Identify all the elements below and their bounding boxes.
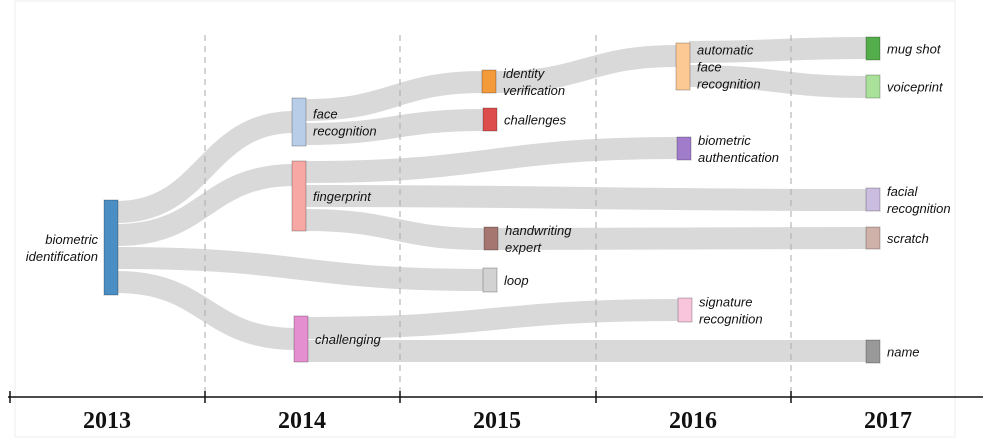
node [291, 97, 307, 147]
node [865, 187, 881, 212]
node [865, 226, 881, 250]
link [304, 71, 485, 121]
link [116, 271, 297, 350]
node [865, 36, 881, 61]
node-label: recognition [887, 201, 951, 216]
node-label: challenging [315, 332, 382, 347]
node-label: identity [503, 66, 546, 81]
node [482, 107, 498, 132]
node [482, 267, 498, 293]
node-label: expert [505, 240, 543, 255]
year-label: 2016 [669, 408, 717, 434]
node [103, 199, 119, 296]
node-label: fingerprint [313, 189, 372, 204]
link [304, 209, 487, 250]
year-label: 2017 [864, 408, 912, 434]
node-label: signature [699, 295, 752, 310]
node-label: biometric [45, 232, 98, 247]
node-label: face [697, 60, 722, 75]
node-label: challenges [504, 113, 567, 128]
node [677, 297, 693, 323]
link [304, 109, 486, 145]
link [688, 37, 869, 63]
node-label: face [313, 107, 338, 122]
node [481, 69, 497, 94]
node [483, 226, 499, 251]
node-label: biometric [698, 133, 751, 148]
node-label: automatic [697, 43, 754, 58]
node [291, 160, 307, 232]
node-label: recognition [699, 312, 763, 327]
node-label: loop [504, 273, 529, 288]
link [304, 185, 869, 211]
node-label: handwriting [505, 223, 572, 238]
node-label: scratch [887, 231, 929, 246]
node [293, 315, 309, 363]
year-label: 2015 [473, 408, 521, 434]
node-label: recognition [697, 77, 761, 92]
link [688, 65, 869, 98]
year-label: 2014 [278, 408, 326, 434]
node [676, 136, 692, 161]
link [304, 137, 680, 183]
year-dividers [204, 35, 792, 397]
node-label: mug shot [887, 42, 942, 57]
nodes: biometric identification face recognition fi… [26, 36, 951, 364]
node [865, 339, 881, 364]
node [865, 74, 881, 99]
node-label: name [887, 345, 920, 360]
node-label: authentication [698, 150, 779, 165]
link [306, 299, 681, 339]
node-label: facial [887, 184, 918, 199]
year-label: 2013 [83, 408, 131, 434]
node [675, 42, 691, 91]
links [116, 37, 869, 363]
link [116, 247, 486, 291]
node-label: identification [26, 249, 98, 264]
node-label: voiceprint [887, 80, 944, 95]
link [496, 227, 869, 250]
link [494, 45, 679, 93]
axis [8, 391, 983, 403]
node-label: recognition [313, 124, 377, 139]
node-label: verification [503, 83, 565, 98]
